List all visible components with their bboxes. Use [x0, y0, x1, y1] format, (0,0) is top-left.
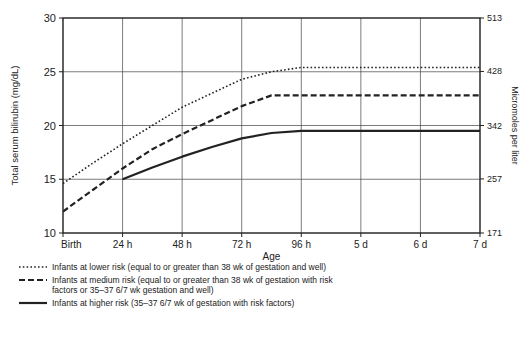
legend-line [19, 302, 47, 304]
legend-line [19, 279, 47, 281]
plot-frame [63, 18, 480, 233]
y-axis-label: Total serum bilirubin (mg/dL) [9, 66, 20, 186]
tick [59, 233, 63, 234]
tick [59, 18, 63, 19]
tick [480, 18, 484, 19]
tick [241, 233, 242, 237]
y-tick-label: 20 [44, 120, 56, 132]
x-tick-label: 24 h [113, 239, 132, 250]
y2-axis-label: Micromoles per liter [510, 86, 520, 165]
x-tick-label: 48 h [172, 239, 191, 250]
tick [59, 179, 63, 180]
legend-swatch [18, 275, 48, 285]
tick [480, 71, 484, 72]
x-tick-label: 7 d [473, 239, 487, 250]
tick [59, 125, 63, 126]
x-tick-label: 5 d [354, 239, 368, 250]
tick [420, 233, 421, 237]
grid-line [182, 18, 183, 233]
grid-line [122, 18, 123, 233]
tick [360, 233, 361, 237]
tick [122, 233, 123, 237]
y-tick-label: 10 [44, 227, 56, 239]
legend-line [19, 266, 47, 268]
y-tick-label: 15 [44, 173, 56, 185]
series-line [63, 95, 480, 211]
grid-line [63, 125, 480, 126]
legend-item: Infants at higher risk (35–37 6/7 wk of … [18, 298, 358, 308]
x-axis-label: Age [263, 251, 281, 262]
tick [480, 233, 481, 237]
grid-line [420, 18, 421, 233]
series-group [63, 67, 480, 211]
legend-item: Infants at medium risk (equal to or grea… [18, 275, 358, 295]
x-tick-label: Birth [61, 239, 82, 250]
y2-tick-label: 513 [487, 13, 502, 23]
x-tick-label: 6 d [413, 239, 427, 250]
y2-tick-label: 171 [487, 228, 502, 238]
y-tick-label: 30 [44, 12, 56, 24]
grid-line [360, 18, 361, 233]
y2-tick-label: 428 [487, 66, 502, 76]
legend-swatch [18, 298, 48, 308]
series-line [123, 131, 480, 179]
legend-swatch [18, 262, 48, 272]
y-tick-label: 25 [44, 66, 56, 78]
tick [182, 233, 183, 237]
grid-line [63, 71, 480, 72]
x-tick-label: 96 h [292, 239, 311, 250]
legend: Infants at lower risk (equal to or great… [18, 262, 358, 311]
tick [480, 178, 484, 179]
legend-label: Infants at higher risk (35–37 6/7 wk of … [52, 298, 294, 308]
legend-label: Infants at lower risk (equal to or great… [52, 262, 326, 272]
tick [59, 71, 63, 72]
tick [63, 233, 64, 237]
y2-tick-label: 257 [487, 174, 502, 184]
x-tick-label: 72 h [232, 239, 251, 250]
legend-label: Infants at medium risk (equal to or grea… [52, 275, 358, 295]
grid-line [241, 18, 242, 233]
tick [480, 125, 484, 126]
grid-line [301, 18, 302, 233]
tick [480, 233, 484, 234]
y2-tick-label: 342 [487, 121, 502, 131]
legend-item: Infants at lower risk (equal to or great… [18, 262, 358, 272]
tick [301, 233, 302, 237]
